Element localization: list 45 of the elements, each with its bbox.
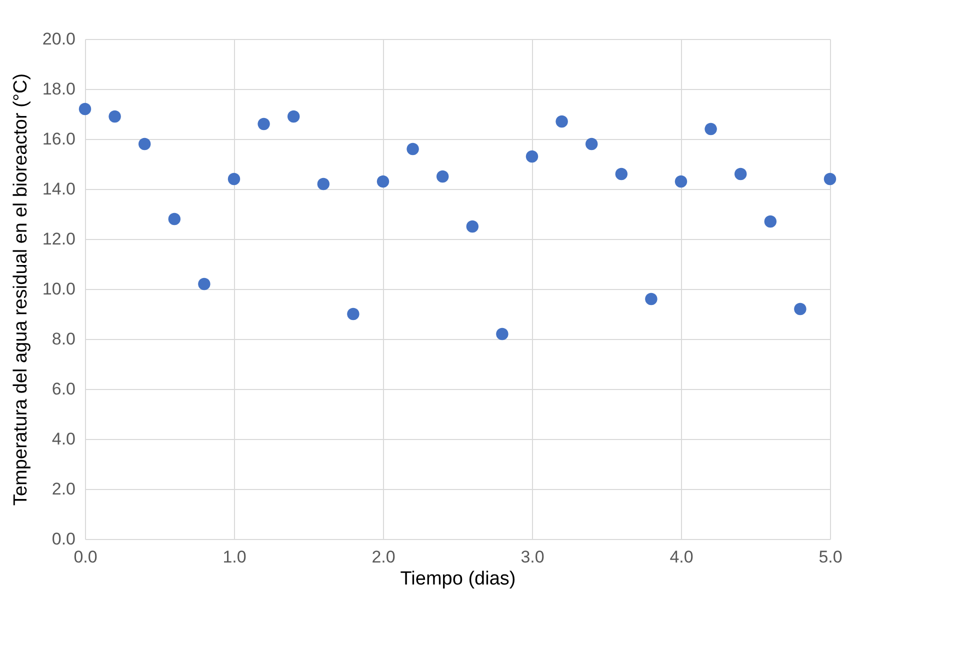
point [704,122,717,136]
point [138,138,151,150]
y-tick-label: 4.0 [52,430,76,448]
point [198,278,210,290]
point [556,115,568,128]
x-axis-title: Tiempo (dias) [400,568,516,590]
point [376,175,390,188]
point [258,118,270,130]
point [228,172,240,186]
y-tick-label: 6.0 [52,380,76,398]
point [78,102,92,116]
point [734,168,747,180]
x-tick-label: 5.0 [818,548,842,566]
y-tick-label: 20.0 [42,30,76,48]
y-tick-label: 12.0 [42,230,76,248]
point [645,292,658,306]
y-tick-label: 8.0 [52,330,76,348]
y-tick-label: 16.0 [42,130,76,148]
y-tick-label: 14.0 [42,180,76,198]
point [466,220,479,233]
y-axis-title: Temperatura del agua residual en el bioreactor (°C) [10,73,32,506]
point [824,172,836,186]
point [585,138,598,150]
point [794,302,806,316]
point [406,142,419,156]
x-tick-label: 3.0 [520,548,544,566]
x-tick-label: 1.0 [222,548,246,566]
y-tick-label: 0.0 [52,530,76,548]
point [108,110,121,123]
y-tick-label: 10.0 [42,280,76,298]
y-tick-label: 18.0 [42,80,76,98]
x-tick-label: 2.0 [372,548,396,566]
point [347,308,360,320]
y-tick-label: 2.0 [52,480,76,498]
point [168,212,181,226]
point [317,178,330,190]
point [496,328,508,340]
point [764,215,777,228]
x-tick-label: 0.0 [74,548,98,566]
point [526,150,538,163]
point [674,175,688,188]
point [287,110,300,123]
point [615,168,628,180]
point [436,170,449,183]
x-tick-label: 4.0 [670,548,694,566]
